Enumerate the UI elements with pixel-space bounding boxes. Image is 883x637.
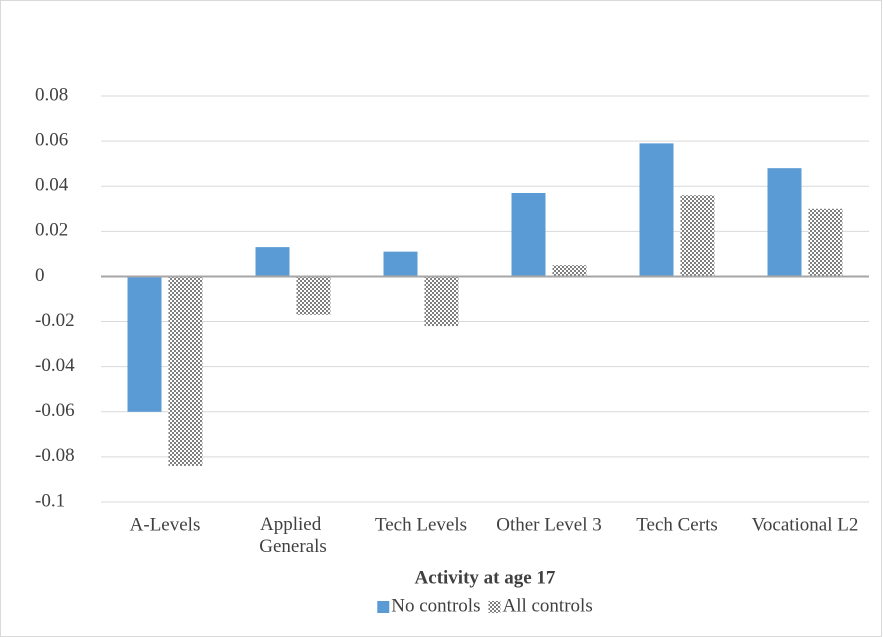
bar <box>767 168 802 277</box>
x-axis-title: Activity at age 17 <box>415 567 556 588</box>
y-tick-label: 0 <box>35 265 45 286</box>
y-tick-label: -0.04 <box>35 355 75 376</box>
bar <box>127 276 162 412</box>
x-tick-label: Applied Generals <box>259 514 327 557</box>
legend-label: All controls <box>502 595 592 616</box>
bar <box>255 247 290 277</box>
bar <box>383 251 418 277</box>
y-tick-label: -0.02 <box>35 310 75 331</box>
bar <box>680 195 715 277</box>
y-tick-label: 0.04 <box>35 175 69 196</box>
bar <box>424 276 459 327</box>
x-tick-label: A-Levels <box>130 514 201 535</box>
bar <box>511 192 546 277</box>
x-tick-label: Tech Levels <box>375 514 467 535</box>
bar <box>552 265 587 277</box>
legend-swatch <box>488 601 501 613</box>
bar <box>808 208 843 277</box>
y-tick-label: 0.08 <box>35 84 68 105</box>
y-tick-label: -0.06 <box>35 400 75 421</box>
bar <box>168 276 203 466</box>
y-tick-label: 0.02 <box>35 220 68 241</box>
y-tick-label: -0.1 <box>35 490 65 511</box>
x-tick-label: Vocational L2 <box>752 514 859 535</box>
bar <box>639 143 674 277</box>
legend-label: No controls <box>391 595 480 616</box>
legend-swatch <box>377 601 390 613</box>
x-tick-label: Tech Certs <box>636 514 718 535</box>
y-tick-label: 0.06 <box>35 129 68 150</box>
x-tick-label: Other Level 3 <box>496 514 602 535</box>
y-tick-label: -0.08 <box>35 445 75 466</box>
bar <box>296 276 331 315</box>
